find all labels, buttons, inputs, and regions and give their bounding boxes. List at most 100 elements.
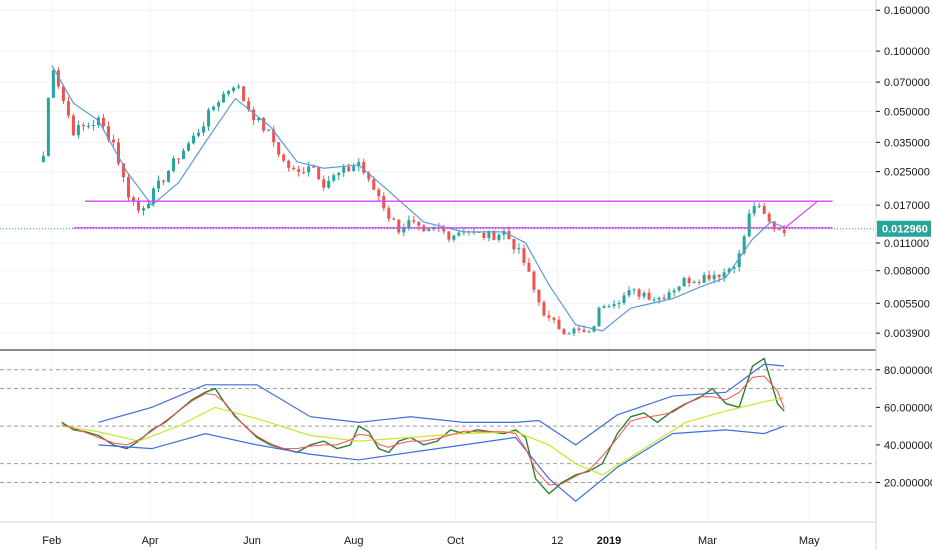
candle-body[interactable] [647, 292, 651, 300]
candle-body[interactable] [452, 235, 456, 240]
candle-body[interactable] [217, 102, 221, 107]
candle-body[interactable] [187, 143, 191, 151]
candle-body[interactable] [277, 142, 281, 155]
candle-body[interactable] [362, 161, 366, 173]
candle-body[interactable] [607, 306, 611, 308]
candle-body[interactable] [337, 172, 341, 176]
candle-body[interactable] [116, 142, 120, 164]
candle-body[interactable] [527, 262, 531, 272]
candle-body[interactable] [502, 230, 506, 235]
candle-body[interactable] [442, 227, 446, 232]
candle-body[interactable] [357, 161, 361, 167]
candle-body[interactable] [487, 230, 491, 238]
candle-body[interactable] [227, 90, 231, 94]
candle-body[interactable] [602, 306, 606, 308]
candle-body[interactable] [101, 117, 105, 127]
candle-body[interactable] [712, 274, 716, 280]
candle-body[interactable] [657, 297, 661, 300]
candle-body[interactable] [262, 118, 266, 131]
candle-body[interactable] [642, 292, 646, 297]
candle-body[interactable] [121, 163, 125, 178]
candle-body[interactable] [482, 232, 486, 238]
candle-body[interactable] [382, 196, 386, 209]
candle-body[interactable] [131, 197, 135, 202]
candle-body[interactable] [192, 135, 196, 144]
candle-body[interactable] [287, 160, 291, 168]
candle-body[interactable] [757, 205, 761, 207]
candle-body[interactable] [272, 129, 276, 143]
candle-body[interactable] [597, 307, 601, 327]
candle-body[interactable] [687, 277, 691, 284]
candle-body[interactable] [582, 330, 586, 333]
candle-body[interactable] [212, 106, 216, 110]
candle-body[interactable] [457, 232, 461, 236]
candle-body[interactable] [157, 180, 161, 189]
candle-body[interactable] [542, 302, 546, 316]
candle-body[interactable] [767, 213, 771, 222]
candle-body[interactable] [322, 179, 326, 188]
candle-body[interactable] [222, 93, 226, 103]
candle-body[interactable] [547, 315, 551, 318]
candle-body[interactable] [727, 268, 731, 273]
candle-body[interactable] [86, 125, 90, 127]
candle-body[interactable] [617, 303, 621, 305]
price-panel[interactable] [0, 64, 876, 337]
candle-body[interactable] [252, 109, 256, 121]
candle-body[interactable] [412, 220, 416, 222]
candle-body[interactable] [627, 290, 631, 296]
candle-body[interactable] [51, 70, 55, 98]
candle-body[interactable] [302, 171, 306, 173]
candle-body[interactable] [402, 228, 406, 233]
candle-body[interactable] [367, 172, 371, 180]
candle-body[interactable] [41, 155, 45, 163]
candle-body[interactable] [317, 167, 321, 180]
candle-body[interactable] [427, 229, 431, 232]
candle-body[interactable] [782, 229, 786, 234]
candle-body[interactable] [91, 125, 95, 127]
candle-body[interactable] [71, 115, 75, 136]
candle-body[interactable] [147, 204, 151, 209]
candle-body[interactable] [66, 101, 70, 116]
candle-body[interactable] [632, 289, 636, 291]
candle-body[interactable] [622, 295, 626, 304]
trend-line[interactable] [783, 200, 818, 229]
candle-body[interactable] [512, 238, 516, 250]
candle-body[interactable] [672, 290, 676, 293]
candle-body[interactable] [682, 277, 686, 287]
candle-body[interactable] [46, 97, 50, 156]
candle-body[interactable] [732, 267, 736, 269]
candle-body[interactable] [762, 205, 766, 214]
candle-body[interactable] [141, 208, 145, 211]
candle-body[interactable] [492, 230, 496, 240]
candle-body[interactable] [717, 274, 721, 278]
candle-body[interactable] [136, 201, 140, 211]
candle-body[interactable] [737, 253, 741, 268]
candle-body[interactable] [577, 328, 581, 331]
candle-body[interactable] [417, 221, 421, 226]
candle-body[interactable] [637, 289, 641, 297]
candle-body[interactable] [237, 86, 241, 88]
candle-body[interactable] [312, 166, 316, 168]
candle-body[interactable] [517, 248, 521, 250]
candle-body[interactable] [61, 86, 65, 102]
candle-body[interactable] [111, 139, 115, 143]
candle-body[interactable] [557, 319, 561, 330]
candle-body[interactable] [197, 132, 201, 136]
candle-body[interactable] [752, 206, 756, 214]
candle-body[interactable] [742, 236, 746, 254]
candle-body[interactable] [652, 299, 656, 301]
indicator-panel[interactable] [0, 357, 876, 503]
candle-body[interactable] [397, 219, 401, 233]
candle-body[interactable] [407, 220, 411, 229]
candle-body[interactable] [662, 297, 666, 299]
candle-body[interactable] [207, 109, 211, 127]
candle-body[interactable] [182, 150, 186, 160]
candle-body[interactable] [537, 289, 541, 303]
candle-body[interactable] [562, 329, 566, 335]
candle-body[interactable] [772, 221, 776, 230]
candle-body[interactable] [126, 177, 130, 198]
candle-body[interactable] [587, 331, 591, 333]
candle-body[interactable] [722, 272, 726, 278]
candle-body[interactable] [292, 167, 296, 170]
